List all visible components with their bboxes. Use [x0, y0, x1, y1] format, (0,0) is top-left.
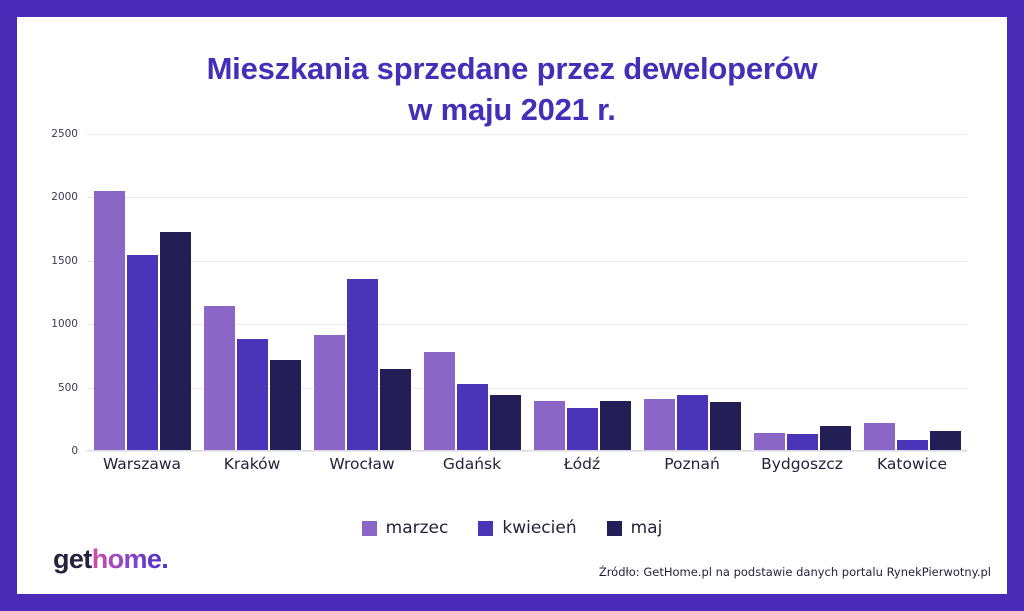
legend-label: maj: [630, 518, 663, 538]
bar: [313, 334, 345, 451]
y-axis-tick-label: 500: [57, 381, 78, 394]
y-axis-tick-label: 0: [71, 445, 78, 457]
x-axis-label: Łódź: [563, 455, 601, 473]
gethome-logo: gethome.: [53, 544, 169, 575]
chart-card: Mieszkania sprzedane przez deweloperów w…: [17, 17, 1007, 594]
bar: [346, 279, 378, 451]
bar: [929, 431, 961, 451]
bar: [753, 433, 785, 451]
gridline: 0: [71, 445, 967, 457]
bar: [709, 402, 741, 451]
bar: [896, 440, 928, 451]
logo-text-get: get: [53, 544, 92, 574]
chart-plot-area: 0 500 1000 1500 2000 2500 Warszawa Kraków Wrocł…: [17, 17, 1007, 594]
bar-group: [87, 134, 197, 451]
bar-group: [747, 134, 857, 451]
bar: [489, 395, 521, 451]
legend-swatch: [361, 520, 377, 536]
x-axis-label: Poznań: [664, 455, 720, 473]
bar: [676, 395, 708, 451]
bar: [93, 191, 125, 451]
x-axis-label: Katowice: [877, 455, 947, 473]
y-axis-tick-label: 2000: [51, 191, 78, 204]
legend-swatch: [606, 520, 622, 536]
x-axis-label: Gdańsk: [442, 455, 502, 473]
y-axis-tick-label: 1500: [51, 254, 78, 267]
gridline: 2000: [51, 191, 967, 203]
gridline: 1000: [51, 318, 967, 330]
title-line-1: Mieszkania sprzedane przez deweloperów: [206, 51, 818, 86]
legend-label: kwiecień: [502, 518, 577, 538]
x-axis-label: Kraków: [223, 455, 281, 473]
bar: [379, 369, 411, 451]
bar-group: [417, 134, 527, 451]
bar-chart: 0 500 1000 1500 2000 2500: [51, 128, 967, 457]
logo-text-home: home.: [91, 544, 169, 574]
x-axis-label: Warszawa: [102, 455, 182, 473]
chart-legend: marzec kwiecień maj: [17, 518, 1007, 538]
title-line-2: w maju 2021 r.: [408, 91, 616, 127]
y-axis-tick-label: 1000: [51, 318, 78, 331]
bar: [819, 425, 851, 451]
bar-groups: [87, 134, 967, 451]
axis-baseline: [87, 450, 967, 451]
bar: [126, 255, 158, 451]
bar: [236, 339, 268, 451]
bar: [159, 232, 191, 451]
gridline: 500: [58, 382, 967, 394]
bar: [269, 360, 301, 451]
bar: [863, 423, 895, 451]
x-axis-label: Bydgoszcz: [761, 455, 843, 473]
legend-item: kwiecień: [478, 518, 577, 538]
source-note: Źródło: GetHome.pl na podstawie danych p…: [598, 565, 991, 579]
gridline: 1500: [51, 255, 967, 267]
bar: [533, 400, 565, 451]
bar: [786, 433, 818, 451]
page-title: Mieszkania sprzedane przez deweloperów w…: [17, 49, 1007, 131]
bar: [566, 407, 598, 451]
legend-item: maj: [606, 518, 663, 538]
bar: [203, 306, 235, 451]
x-axis-labels: Warszawa Kraków Wrocław Gdańsk Łódź Poznań Byd…: [87, 455, 967, 473]
bar: [643, 399, 675, 451]
bar-group: [307, 134, 417, 451]
gridline: 2500: [51, 128, 967, 140]
y-axis-tick-label: 2500: [51, 128, 78, 140]
bar-group: [857, 134, 967, 451]
legend-item: marzec: [361, 518, 449, 538]
x-axis-label: Wrocław: [329, 455, 395, 473]
bar: [599, 400, 631, 451]
bar: [423, 352, 455, 451]
legend-label: marzec: [385, 518, 449, 538]
bar-group: [197, 134, 307, 451]
bar: [456, 384, 488, 451]
bar-group: [637, 134, 747, 451]
bar-group: [527, 134, 637, 451]
legend-swatch: [478, 520, 494, 536]
